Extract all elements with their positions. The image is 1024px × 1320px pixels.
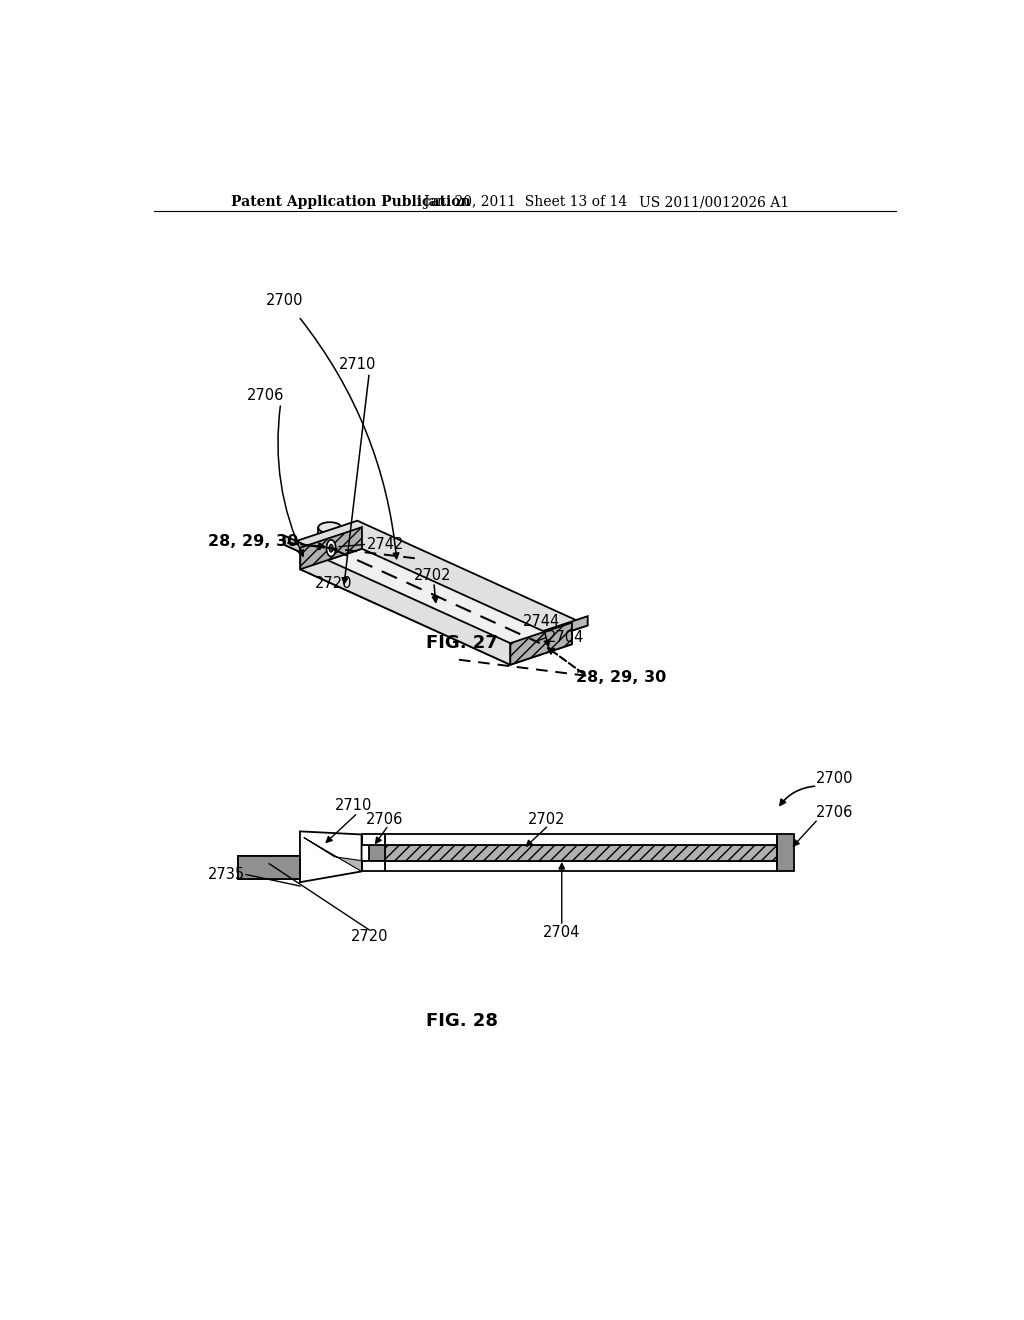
Text: 2710: 2710 (339, 358, 377, 372)
Text: 2744: 2744 (523, 614, 560, 630)
Polygon shape (515, 616, 588, 649)
Ellipse shape (318, 565, 341, 576)
Polygon shape (285, 536, 515, 649)
Text: 2742: 2742 (367, 537, 404, 552)
Text: FIG. 27: FIG. 27 (426, 635, 498, 652)
Text: 2735: 2735 (208, 867, 245, 882)
Bar (361, 861, 385, 871)
Text: 2706: 2706 (247, 388, 284, 403)
Ellipse shape (318, 523, 341, 533)
Polygon shape (300, 548, 510, 665)
Bar (370, 845, 385, 861)
Text: 2710: 2710 (335, 797, 373, 813)
Bar (385, 861, 777, 871)
Polygon shape (300, 832, 361, 882)
Text: 28, 29, 30: 28, 29, 30 (208, 533, 298, 549)
Polygon shape (300, 549, 572, 665)
Text: 2704: 2704 (543, 925, 581, 940)
Ellipse shape (327, 540, 336, 557)
Ellipse shape (329, 544, 333, 552)
Text: Patent Application Publication: Patent Application Publication (230, 195, 470, 210)
Text: US 2011/0012026 A1: US 2011/0012026 A1 (639, 195, 788, 210)
Text: 2704: 2704 (547, 631, 584, 645)
Text: 2700: 2700 (816, 771, 853, 785)
Polygon shape (285, 520, 588, 649)
Text: 2720: 2720 (350, 928, 388, 944)
Text: Jan. 20, 2011  Sheet 13 of 14: Jan. 20, 2011 Sheet 13 of 14 (423, 195, 628, 210)
Polygon shape (318, 528, 341, 570)
Text: 2720: 2720 (314, 577, 352, 591)
Text: 28, 29, 30: 28, 29, 30 (575, 669, 666, 685)
Bar (385, 845, 777, 861)
Bar (385, 834, 777, 845)
Text: FIG. 28: FIG. 28 (426, 1012, 498, 1030)
Text: 2702: 2702 (414, 569, 451, 583)
Bar (361, 834, 385, 845)
Text: 2700: 2700 (266, 293, 303, 309)
Polygon shape (304, 838, 361, 871)
Bar (239, 857, 300, 879)
Polygon shape (239, 857, 311, 879)
Bar (777, 834, 795, 871)
Text: 2706: 2706 (366, 812, 403, 826)
Polygon shape (300, 527, 361, 569)
Text: 2706: 2706 (816, 805, 853, 821)
Text: 2702: 2702 (527, 812, 565, 826)
Polygon shape (510, 623, 572, 665)
